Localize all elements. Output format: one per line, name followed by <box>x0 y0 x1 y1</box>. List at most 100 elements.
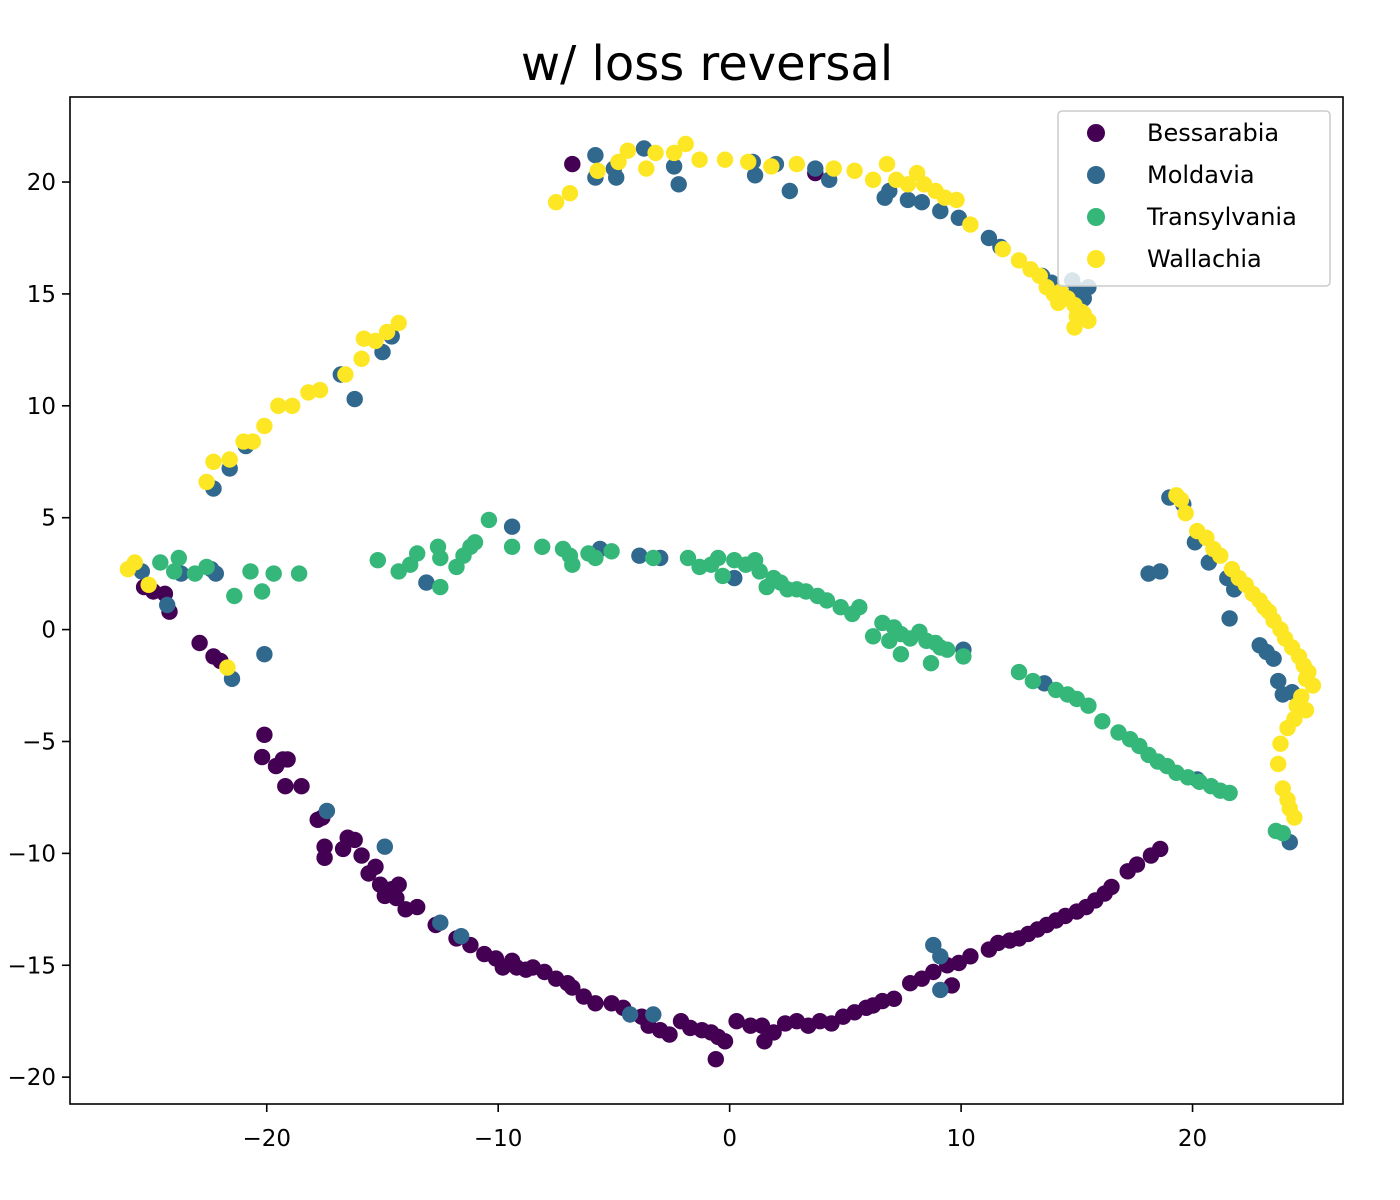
data-point <box>892 646 910 663</box>
data-point <box>763 158 780 175</box>
data-point <box>346 390 363 408</box>
data-point <box>728 1013 745 1030</box>
data-point <box>962 216 979 233</box>
data-point <box>899 176 917 193</box>
data-point <box>253 748 271 766</box>
data-point <box>587 549 604 567</box>
data-point <box>647 144 664 162</box>
data-point <box>1212 547 1229 564</box>
data-point <box>337 366 354 383</box>
data-point <box>191 634 208 652</box>
data-point <box>619 142 636 159</box>
data-point <box>318 802 336 820</box>
data-point <box>994 241 1011 258</box>
x-axis-ticks: −20 −10 0 10 20 <box>242 1104 1207 1152</box>
data-point <box>277 778 294 795</box>
y-tick-label: 15 <box>27 282 56 308</box>
data-point <box>939 641 956 658</box>
data-point <box>284 397 301 414</box>
data-point <box>378 323 396 341</box>
data-point <box>432 914 449 931</box>
data-point <box>1265 650 1282 667</box>
data-point <box>1274 825 1292 842</box>
series-bessarabia <box>135 155 1169 1068</box>
data-point <box>432 578 449 596</box>
data-point <box>1103 878 1120 896</box>
data-point <box>691 151 708 168</box>
data-point <box>932 202 949 220</box>
legend-marker-wallachia <box>1087 250 1105 268</box>
data-point <box>316 849 333 866</box>
y-tick-label: −20 <box>7 1065 56 1091</box>
data-point <box>925 963 942 981</box>
data-point <box>561 185 579 202</box>
data-point <box>205 453 222 470</box>
data-point <box>140 576 157 593</box>
data-point <box>390 876 407 893</box>
legend: Bessarabia Moldavia Transylvania Wallachia <box>1057 110 1331 287</box>
data-point <box>818 592 836 609</box>
series-transylvania <box>152 511 1292 842</box>
data-point <box>878 155 896 173</box>
data-point <box>311 381 329 399</box>
data-point <box>480 511 498 529</box>
chart-title: w/ loss reversal <box>521 36 893 92</box>
data-point <box>716 1033 734 1050</box>
data-point <box>265 565 282 582</box>
data-point <box>846 162 863 179</box>
data-point <box>244 433 261 450</box>
y-axis-ticks: −20 −15 −10 −5 0 5 10 15 20 <box>7 170 70 1091</box>
data-point <box>376 838 393 855</box>
data-point <box>1172 491 1190 508</box>
data-point <box>547 194 565 211</box>
data-point <box>409 545 426 562</box>
y-tick-label: 5 <box>41 506 56 532</box>
y-tick-label: −10 <box>7 841 56 867</box>
data-point <box>1221 610 1238 627</box>
data-point <box>948 191 965 209</box>
data-point <box>955 648 972 665</box>
data-point <box>198 558 215 576</box>
data-point <box>466 534 484 551</box>
data-point <box>1270 672 1287 690</box>
data-point <box>1279 719 1296 737</box>
legend-label-bessarabia: Bessarabia <box>1147 119 1279 147</box>
data-point <box>851 599 868 616</box>
data-point <box>242 563 259 580</box>
data-point <box>170 549 187 567</box>
data-point <box>226 587 243 605</box>
data-point <box>1094 713 1111 730</box>
data-point <box>1128 856 1146 873</box>
data-point <box>1177 505 1194 522</box>
data-point <box>270 397 287 414</box>
data-point <box>638 160 655 177</box>
x-tick-label: 10 <box>946 1126 975 1152</box>
data-point <box>1297 702 1315 719</box>
data-point <box>564 155 581 173</box>
data-point <box>807 160 824 177</box>
data-point <box>781 182 798 200</box>
data-point <box>885 990 903 1007</box>
data-point <box>716 151 734 168</box>
data-point <box>587 147 604 164</box>
plot-frame <box>69 96 1344 1105</box>
data-point <box>290 565 308 582</box>
data-point <box>665 144 683 162</box>
x-tick-label: 20 <box>1178 1126 1207 1152</box>
data-point <box>608 169 625 186</box>
legend-marker-bessarabia <box>1087 124 1105 142</box>
data-point <box>587 995 604 1012</box>
data-point <box>645 1006 662 1023</box>
data-point <box>564 979 581 996</box>
data-point <box>1221 784 1238 802</box>
data-point <box>610 153 627 171</box>
data-point <box>1010 663 1028 681</box>
data-point <box>707 1051 724 1068</box>
data-point <box>126 554 143 571</box>
data-point <box>256 726 273 743</box>
data-point <box>353 350 370 367</box>
data-point <box>742 1017 759 1034</box>
data-point <box>253 583 271 600</box>
y-tick-label: 20 <box>27 170 56 196</box>
